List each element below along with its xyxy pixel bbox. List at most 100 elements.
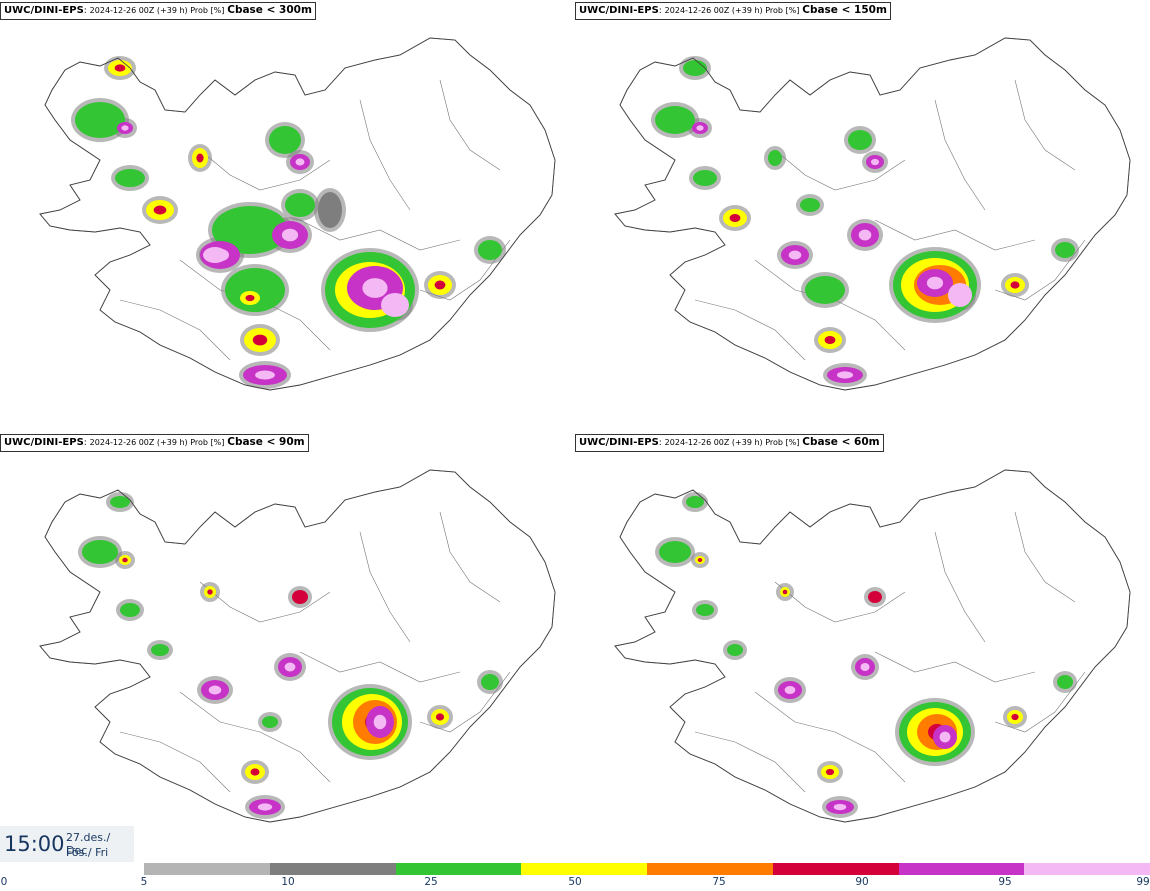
panel-title: UWC/DINI-EPS: 2024-12-26 00Z (+39 h) Pro… <box>0 2 316 20</box>
probability-core <box>871 594 879 600</box>
probability-area <box>285 193 315 217</box>
probability-core <box>114 64 126 72</box>
iceland-coastline <box>614 37 1131 391</box>
region-boundary <box>299 219 461 251</box>
region-boundary <box>774 581 906 623</box>
probability-area <box>120 603 140 617</box>
region-boundary <box>199 581 331 623</box>
probability-area <box>1055 242 1075 258</box>
region-boundary <box>694 731 806 793</box>
colorbar-tick-label: 10 <box>281 876 295 888</box>
panel-title: UWC/DINI-EPS: 2024-12-26 00Z (+39 h) Pro… <box>575 434 884 452</box>
probability-core <box>833 803 847 811</box>
probability-core <box>696 125 704 131</box>
probability-core <box>362 278 388 298</box>
colorbar-segment <box>1024 863 1150 875</box>
probability-area <box>848 130 872 150</box>
region-boundary <box>439 79 501 171</box>
probability-colorbar <box>144 863 1150 875</box>
iceland-coastline-outline <box>39 469 556 823</box>
probability-core <box>870 158 880 166</box>
probability-area <box>1057 675 1073 689</box>
probability-core <box>153 205 167 215</box>
colorbar-tick-label: 25 <box>424 876 438 888</box>
probability-core <box>697 558 703 562</box>
region-boundary <box>359 531 411 643</box>
probability-area <box>800 198 820 212</box>
probability-area <box>318 192 342 228</box>
colorbar-tick-label: 0 <box>0 876 8 888</box>
region-boundary <box>1014 79 1076 171</box>
valid-time-box: 15:00 27.des./ Dec Fös./ Fri <box>0 826 134 862</box>
colorbar-segment <box>144 863 270 875</box>
region-boundary <box>439 511 501 603</box>
probability-core <box>255 370 275 380</box>
probability-core <box>245 294 255 302</box>
probability-core <box>939 731 951 743</box>
region-boundary <box>994 671 1086 733</box>
probability-core <box>825 768 835 776</box>
probability-area <box>225 268 285 312</box>
probability-area <box>151 644 169 656</box>
colorbar-tick-label: 75 <box>712 876 726 888</box>
probability-core <box>196 153 204 163</box>
probability-area <box>768 150 782 166</box>
map-panel-90m: UWC/DINI-EPS: 2024-12-26 00Z (+39 h) Pro… <box>0 432 575 864</box>
probability-core <box>252 334 268 346</box>
probability-area <box>696 604 714 616</box>
map-panel-150m: UWC/DINI-EPS: 2024-12-26 00Z (+39 h) Pro… <box>575 0 1150 432</box>
probability-core <box>1010 281 1020 289</box>
probability-core <box>926 276 944 290</box>
region-boundary <box>179 691 331 783</box>
probability-core <box>207 589 213 595</box>
region-boundary <box>694 299 806 361</box>
region-boundary <box>754 691 906 783</box>
colorbar-tick-label: 90 <box>855 876 869 888</box>
region-boundary <box>934 99 986 211</box>
region-boundary <box>934 531 986 643</box>
valid-day: Fös./ Fri <box>66 846 109 859</box>
probability-core <box>208 685 222 695</box>
region-boundary <box>119 731 231 793</box>
region-boundary <box>299 651 461 683</box>
colorbar-segment <box>395 863 522 875</box>
iceland-coastline-outline <box>614 469 1131 823</box>
probability-core <box>281 228 299 242</box>
probability-core <box>954 289 966 301</box>
probability-area <box>693 170 717 186</box>
colorbar-segment <box>647 863 773 875</box>
probability-area <box>686 496 704 508</box>
probability-core <box>729 213 741 223</box>
map-panel-60m: UWC/DINI-EPS: 2024-12-26 00Z (+39 h) Pro… <box>575 432 1150 864</box>
probability-area <box>82 540 118 564</box>
probability-area <box>478 240 502 260</box>
colorbar-segment <box>521 863 647 875</box>
colorbar-segment <box>898 863 1025 875</box>
probability-core <box>122 557 128 563</box>
probability-area <box>212 206 288 254</box>
panel-title: UWC/DINI-EPS: 2024-12-26 00Z (+39 h) Pro… <box>0 434 309 452</box>
valid-date: 27.des./ Dec <box>66 831 111 857</box>
region-boundary <box>199 149 331 191</box>
probability-core <box>295 158 305 166</box>
probability-area <box>659 541 691 563</box>
colorbar-segment <box>269 863 396 875</box>
region-boundary <box>119 299 231 361</box>
probability-core <box>250 768 260 776</box>
region-boundary <box>359 99 411 211</box>
colorbar-tick-label: 99 <box>1136 876 1150 888</box>
probability-area <box>115 169 145 187</box>
iceland-coastline <box>39 469 556 823</box>
probability-area <box>805 276 845 304</box>
probability-core <box>121 125 129 131</box>
probability-core <box>209 251 221 259</box>
probability-area <box>683 60 707 76</box>
probability-core <box>782 589 788 595</box>
probability-area <box>655 106 695 134</box>
probability-area <box>262 716 278 728</box>
iceland-probability-map <box>39 469 556 823</box>
region-boundary <box>774 149 906 191</box>
probability-core <box>388 299 402 311</box>
colorbar-tick-label: 95 <box>998 876 1012 888</box>
probability-core <box>836 371 854 379</box>
